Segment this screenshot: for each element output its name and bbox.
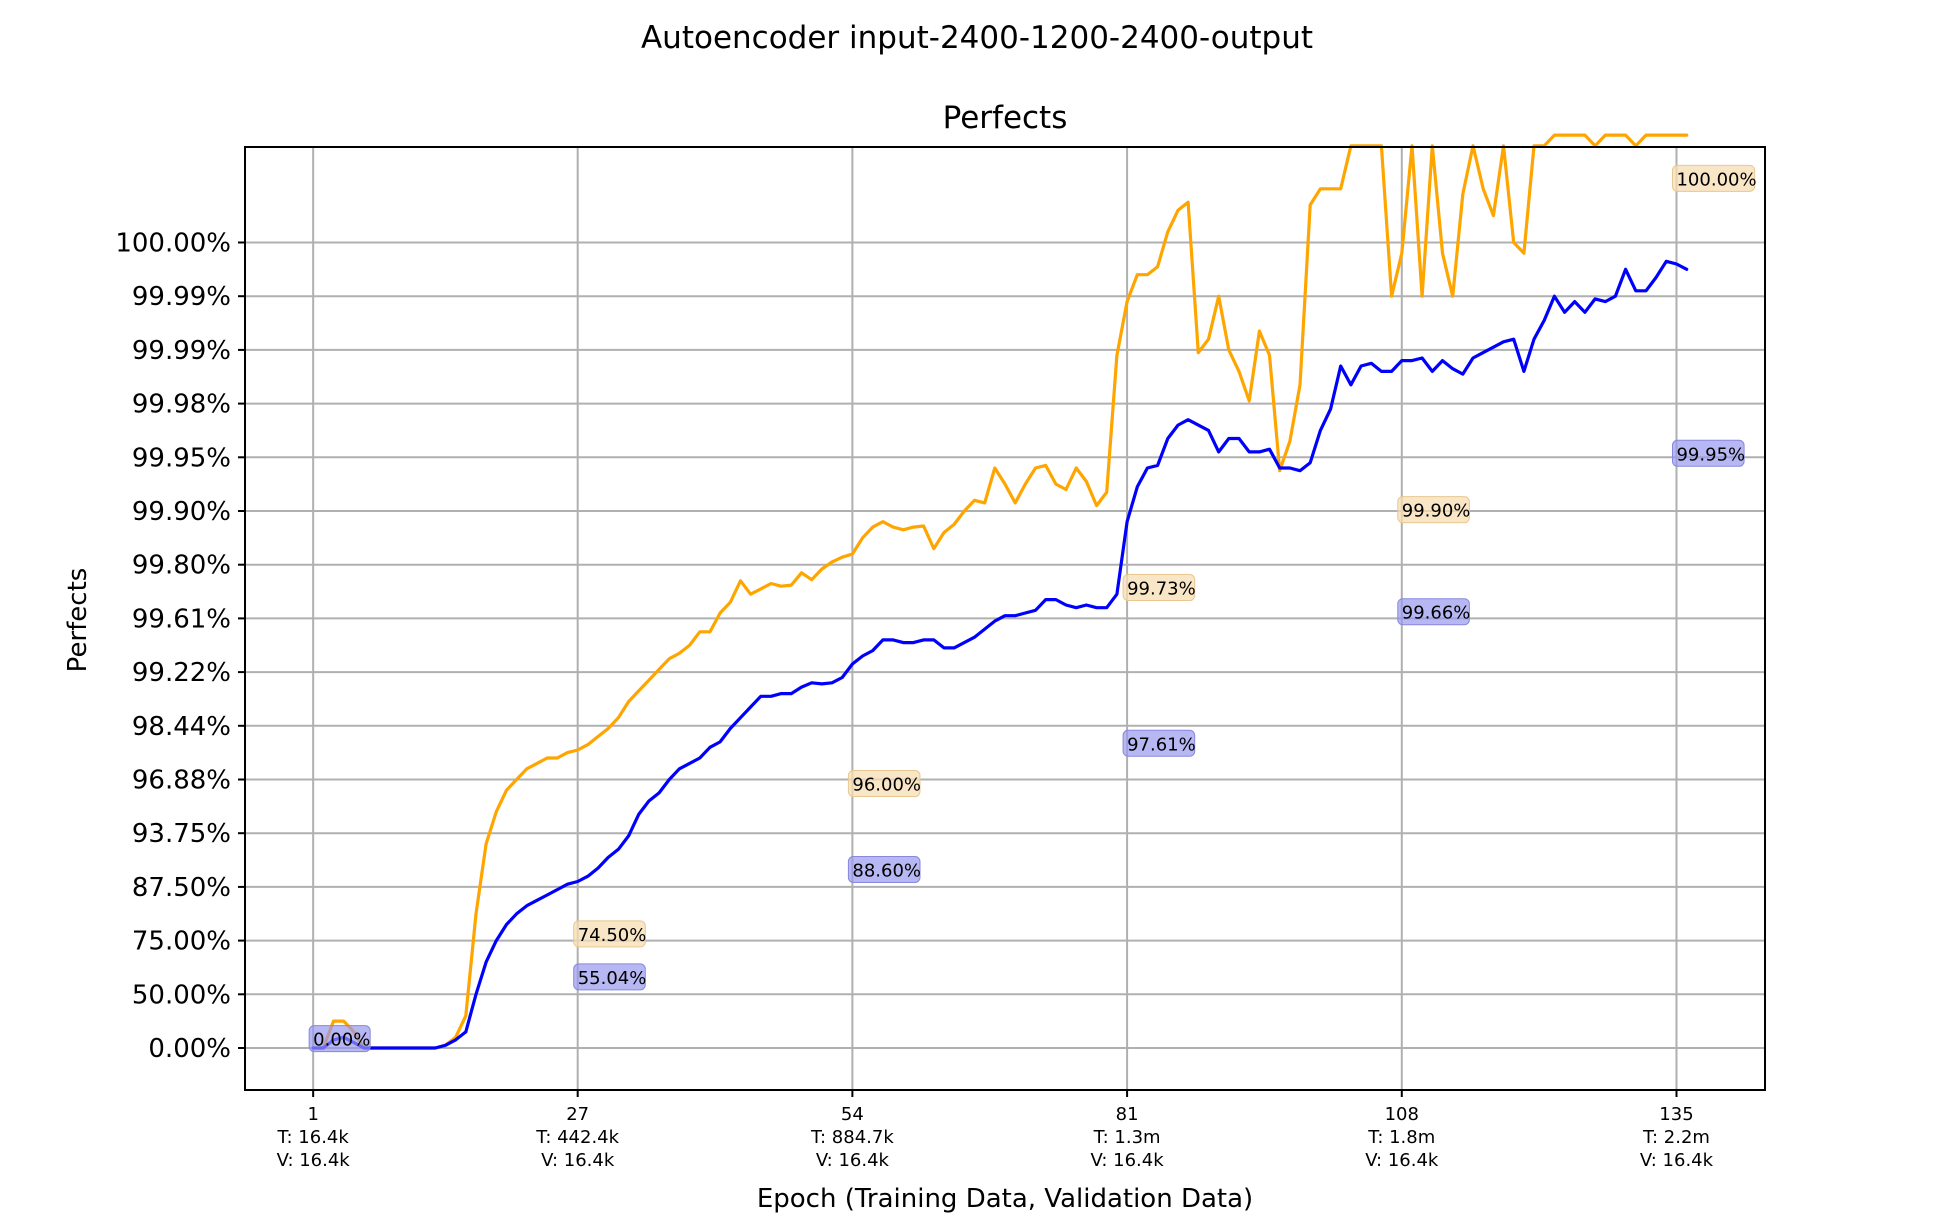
y-tick-label: 75.00% bbox=[132, 927, 231, 957]
x-tick-label: T: 1.3m bbox=[1093, 1127, 1161, 1148]
x-tick-label: T: 884.7k bbox=[810, 1127, 894, 1148]
annotation-label: 55.04% bbox=[578, 968, 647, 989]
annotation-label: 99.90% bbox=[1402, 501, 1471, 522]
x-tick-label: 108 bbox=[1385, 1104, 1419, 1125]
annotation-box bbox=[1671, 439, 1745, 467]
y-tick-label: 99.80% bbox=[132, 551, 231, 581]
y-tick-label: 99.90% bbox=[132, 497, 231, 527]
x-tick-label: 81 bbox=[1116, 1104, 1139, 1125]
x-tick-label: T: 16.4k bbox=[277, 1127, 350, 1148]
series-lines bbox=[311, 133, 1689, 1050]
y-tick-label: 0.00% bbox=[148, 1034, 231, 1064]
annotation-box bbox=[847, 770, 921, 798]
y-tick-label: 99.61% bbox=[132, 604, 231, 634]
x-axis-label: Epoch (Training Data, Validation Data) bbox=[757, 1184, 1253, 1214]
y-tick-label: 98.44% bbox=[132, 712, 231, 742]
annotation-box bbox=[1397, 496, 1470, 524]
x-tick-label: V: 16.4k bbox=[1640, 1150, 1714, 1171]
x-tick-label: V: 16.4k bbox=[816, 1150, 890, 1171]
y-tick-label: 99.22% bbox=[132, 658, 231, 688]
y-tick-label: 99.99% bbox=[132, 282, 231, 312]
annotations: 0.00% 74.50% 55.04% 96.00% 88.60% 99.73% 97.61… bbox=[308, 164, 1757, 1053]
annotation-box bbox=[573, 963, 646, 991]
x-tick-label: 54 bbox=[841, 1104, 864, 1125]
annotation-label: 100.00% bbox=[1676, 169, 1756, 190]
plot-frame bbox=[244, 146, 1766, 1091]
annotation-box bbox=[1671, 164, 1756, 192]
annotation-label: 97.61% bbox=[1127, 734, 1196, 755]
series-line-orange bbox=[311, 133, 1689, 1050]
annotation-label: 96.00% bbox=[852, 775, 921, 796]
annotation-box bbox=[308, 1025, 371, 1053]
x-tick-label: 27 bbox=[566, 1104, 589, 1125]
annotation-box bbox=[1122, 729, 1196, 757]
y-tick-label: 93.75% bbox=[132, 819, 231, 849]
annotation-label: 99.66% bbox=[1402, 603, 1471, 624]
x-tick-label: V: 16.4k bbox=[1365, 1150, 1439, 1171]
x-tick-label: T: 2.2m bbox=[1642, 1127, 1710, 1148]
y-axis-label: Perfects bbox=[63, 568, 93, 673]
x-tick-label: V: 16.4k bbox=[541, 1150, 615, 1171]
annotation-label: 74.50% bbox=[578, 925, 647, 946]
annotation-label: 88.60% bbox=[852, 860, 921, 881]
x-tick-label: V: 16.4k bbox=[277, 1150, 351, 1171]
chart-suptitle: Autoencoder input-2400-1200-2400-output bbox=[641, 20, 1313, 56]
y-tick-label: 87.50% bbox=[132, 873, 231, 903]
annotation-box bbox=[1122, 574, 1196, 602]
x-tick-label: 135 bbox=[1659, 1104, 1693, 1125]
y-tick-label: 99.98% bbox=[132, 390, 231, 420]
y-tick-label: 100.00% bbox=[115, 229, 231, 259]
annotation-label: 0.00% bbox=[313, 1030, 370, 1051]
x-tick-label: V: 16.4k bbox=[1091, 1150, 1165, 1171]
annotation-label: 99.73% bbox=[1127, 579, 1196, 600]
annotation-box bbox=[1397, 598, 1470, 626]
x-tick-label: T: 442.4k bbox=[535, 1127, 619, 1148]
annotation-label: 99.95% bbox=[1676, 444, 1745, 465]
annotation-box bbox=[573, 920, 646, 948]
series-line-blue bbox=[311, 259, 1689, 1050]
annotation-box bbox=[847, 855, 921, 883]
y-tick-label: 99.95% bbox=[132, 443, 231, 473]
x-tick-label: 1 bbox=[307, 1104, 318, 1125]
grid bbox=[245, 147, 1765, 1090]
y-axis-ticks: 0.00% 50.00% 75.00% 87.50% 93.75% 96.88% 98.44… bbox=[115, 229, 245, 1064]
chart-title: Perfects bbox=[943, 100, 1068, 136]
y-tick-label: 99.99% bbox=[132, 336, 231, 366]
x-tick-label: T: 1.8m bbox=[1367, 1127, 1435, 1148]
y-tick-label: 50.00% bbox=[132, 980, 231, 1010]
y-tick-label: 96.88% bbox=[132, 766, 231, 796]
